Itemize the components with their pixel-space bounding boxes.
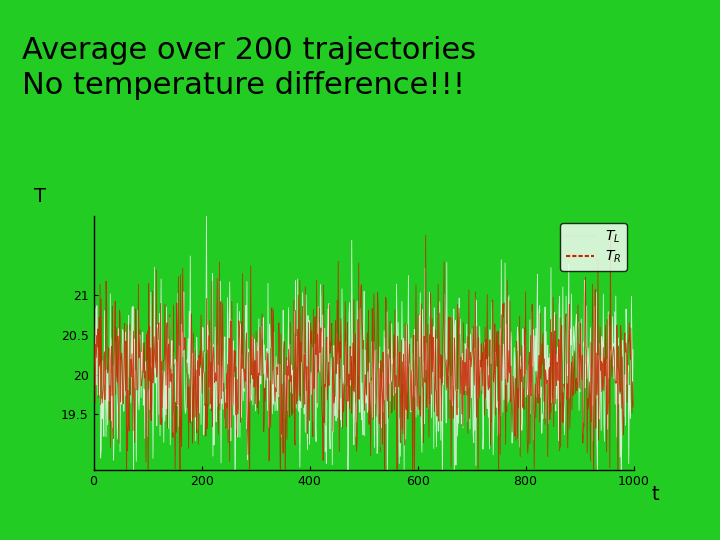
X-axis label: t: t bbox=[652, 485, 659, 504]
Legend: $T_L$, $T_R$: $T_L$, $T_R$ bbox=[560, 223, 626, 271]
Text: Average over 200 trajectories
No temperature difference!!!: Average over 200 trajectories No tempera… bbox=[22, 36, 476, 100]
Y-axis label: T: T bbox=[34, 187, 45, 206]
